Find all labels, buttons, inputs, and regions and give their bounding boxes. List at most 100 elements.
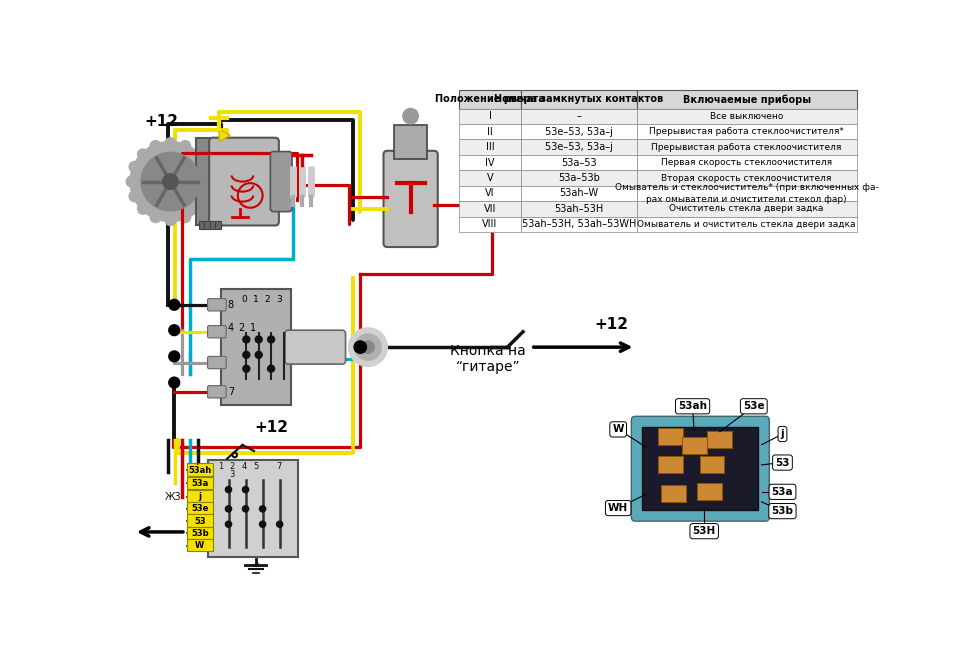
Text: 53a: 53a bbox=[191, 479, 208, 488]
Text: 53ah: 53ah bbox=[188, 466, 211, 475]
Circle shape bbox=[243, 336, 250, 343]
Circle shape bbox=[150, 212, 161, 223]
Bar bbox=[636, 186, 856, 201]
FancyBboxPatch shape bbox=[204, 221, 210, 228]
Text: 53ah–53H, 53ah–53WH: 53ah–53H, 53ah–53WH bbox=[522, 219, 636, 229]
Circle shape bbox=[259, 521, 266, 527]
Circle shape bbox=[169, 325, 180, 336]
Text: +12: +12 bbox=[254, 421, 288, 435]
Text: 2: 2 bbox=[238, 323, 245, 333]
Text: 2: 2 bbox=[264, 295, 270, 304]
FancyBboxPatch shape bbox=[186, 527, 213, 539]
Circle shape bbox=[226, 521, 231, 527]
Text: 1: 1 bbox=[250, 323, 255, 333]
FancyBboxPatch shape bbox=[285, 330, 346, 364]
Text: +12: +12 bbox=[594, 317, 628, 332]
Text: IV: IV bbox=[485, 158, 494, 168]
Text: 53ah: 53ah bbox=[678, 401, 708, 411]
Circle shape bbox=[362, 341, 374, 353]
Bar bbox=[459, 109, 521, 124]
Bar bbox=[459, 186, 521, 201]
Bar bbox=[459, 217, 521, 232]
Text: 3: 3 bbox=[276, 295, 281, 304]
FancyBboxPatch shape bbox=[632, 416, 769, 521]
FancyBboxPatch shape bbox=[659, 428, 684, 445]
Text: Прерывистая работа стеклоочистителя: Прерывистая работа стеклоочистителя bbox=[652, 143, 842, 151]
Circle shape bbox=[243, 506, 249, 512]
Circle shape bbox=[162, 174, 179, 190]
Circle shape bbox=[354, 341, 367, 353]
Text: Кнопка на
“гитаре”: Кнопка на “гитаре” bbox=[450, 344, 526, 374]
Text: VI: VI bbox=[485, 188, 494, 199]
Circle shape bbox=[130, 191, 140, 202]
FancyBboxPatch shape bbox=[700, 456, 725, 474]
Text: 53e–53, 53a–j: 53e–53, 53a–j bbox=[545, 142, 612, 152]
FancyBboxPatch shape bbox=[395, 126, 427, 159]
Circle shape bbox=[255, 336, 262, 343]
FancyBboxPatch shape bbox=[186, 490, 213, 502]
Text: 53: 53 bbox=[194, 517, 205, 525]
Text: 53a–53b: 53a–53b bbox=[558, 173, 600, 183]
FancyBboxPatch shape bbox=[209, 138, 278, 226]
FancyBboxPatch shape bbox=[207, 325, 227, 338]
FancyBboxPatch shape bbox=[208, 460, 299, 557]
Bar bbox=[521, 201, 636, 217]
Circle shape bbox=[226, 506, 231, 512]
Text: W: W bbox=[195, 542, 204, 551]
Circle shape bbox=[243, 487, 249, 492]
Text: WH: WH bbox=[608, 503, 628, 513]
Circle shape bbox=[355, 334, 381, 360]
Bar bbox=[636, 170, 856, 186]
Bar bbox=[459, 170, 521, 186]
Circle shape bbox=[169, 300, 180, 310]
FancyBboxPatch shape bbox=[221, 289, 291, 405]
Text: 53e: 53e bbox=[743, 401, 764, 411]
Circle shape bbox=[165, 138, 176, 148]
Circle shape bbox=[137, 149, 149, 160]
Text: 1: 1 bbox=[252, 295, 258, 304]
Polygon shape bbox=[219, 129, 230, 142]
Text: Вторая скорость стеклоочистителя: Вторая скорость стеклоочистителя bbox=[661, 173, 831, 182]
Text: VIII: VIII bbox=[482, 219, 497, 229]
Bar bbox=[459, 155, 521, 170]
Text: VII: VII bbox=[484, 204, 496, 214]
Bar bbox=[521, 124, 636, 140]
Circle shape bbox=[259, 506, 266, 512]
Circle shape bbox=[243, 351, 250, 358]
FancyBboxPatch shape bbox=[682, 437, 707, 454]
Circle shape bbox=[268, 366, 275, 372]
Text: Включаемые приборы: Включаемые приборы bbox=[683, 94, 810, 105]
Bar bbox=[459, 140, 521, 155]
Text: Все выключено: Все выключено bbox=[709, 112, 783, 121]
Circle shape bbox=[169, 377, 180, 388]
Circle shape bbox=[180, 140, 191, 151]
Text: 53ah–W: 53ah–W bbox=[560, 188, 598, 199]
Text: I: I bbox=[489, 111, 492, 121]
Text: 0: 0 bbox=[241, 295, 247, 304]
FancyBboxPatch shape bbox=[186, 514, 213, 527]
FancyBboxPatch shape bbox=[207, 299, 227, 311]
Text: 53H: 53H bbox=[692, 526, 716, 536]
Text: 53: 53 bbox=[776, 457, 790, 468]
FancyBboxPatch shape bbox=[186, 539, 213, 551]
Circle shape bbox=[201, 191, 211, 202]
Bar bbox=[636, 109, 856, 124]
Bar bbox=[636, 124, 856, 140]
Bar bbox=[521, 109, 636, 124]
Bar bbox=[636, 217, 856, 232]
Text: Очиститель стекла двери задка: Очиститель стекла двери задка bbox=[669, 204, 824, 214]
Text: V: V bbox=[487, 173, 493, 183]
Circle shape bbox=[137, 203, 149, 214]
Circle shape bbox=[243, 366, 250, 372]
Bar bbox=[459, 201, 521, 217]
FancyBboxPatch shape bbox=[196, 138, 223, 226]
Text: j: j bbox=[199, 492, 202, 501]
Text: Первая скорость стеклоочистителя: Первая скорость стеклоочистителя bbox=[661, 158, 832, 167]
Circle shape bbox=[130, 142, 210, 222]
FancyBboxPatch shape bbox=[186, 463, 213, 476]
Bar bbox=[459, 124, 521, 140]
Text: Положение рычага: Положение рычага bbox=[435, 94, 545, 104]
Text: Номера замкнутых контактов: Номера замкнутых контактов bbox=[494, 94, 663, 104]
Text: 4: 4 bbox=[241, 462, 247, 471]
Text: 53ah–53H: 53ah–53H bbox=[554, 204, 604, 214]
